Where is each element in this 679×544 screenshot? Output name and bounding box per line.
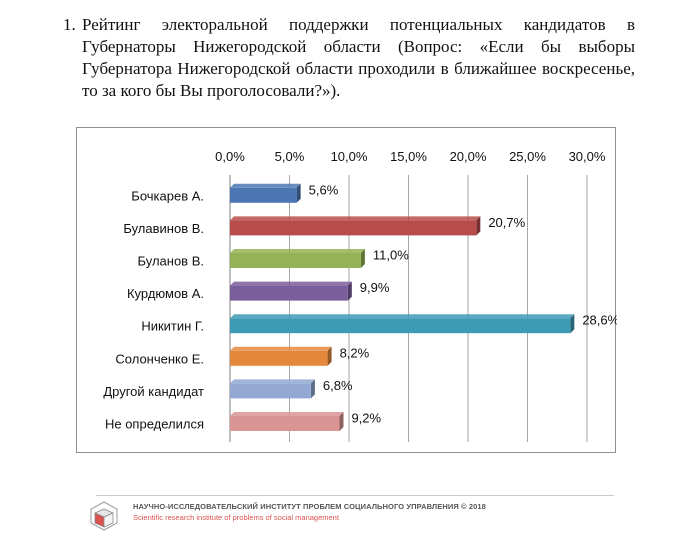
bar-side-face <box>296 183 301 203</box>
data-label: 9,2% <box>351 411 381 426</box>
x-tick-label: 0,0% <box>215 149 245 164</box>
bar-top-face <box>230 314 575 319</box>
category-label: Никитин Г. <box>141 319 204 334</box>
x-tick-label: 5,0% <box>275 149 305 164</box>
x-tick-label: 15,0% <box>390 149 427 164</box>
bar-side-face <box>570 314 575 334</box>
footer-org-ru: НАУЧНО-ИССЛЕДОВАТЕЛЬСКИЙ ИНСТИТУТ ПРОБЛЕ… <box>133 502 486 511</box>
data-label: 28,6% <box>582 313 617 328</box>
category-label: Бочкарев А. <box>131 188 204 203</box>
bar-chart: 0,0% 5,0% 10,0% 15,0% 20,0% 25,0% 30,0% Бочкар… <box>103 149 617 442</box>
data-labels: 5,6% 20,7% 11,0% 9,9% 28,6% 8,2% 6,8% 9,2% <box>309 182 617 425</box>
data-label: 20,7% <box>488 215 525 230</box>
category-label: Булавинов В. <box>123 221 204 236</box>
bar-top-face <box>230 412 344 416</box>
bar-top-face <box>230 379 315 384</box>
category-label: Не определился <box>105 417 204 432</box>
bar <box>230 318 571 334</box>
bar-top-face <box>230 183 301 188</box>
footer-org-en: Scientific research institute of problem… <box>133 513 339 522</box>
footer-divider <box>96 495 614 496</box>
category-label: Курдюмов А. <box>127 286 204 301</box>
grid-layer <box>229 175 588 442</box>
heading-number: 1. <box>63 15 76 34</box>
x-tick-label: 10,0% <box>331 149 368 164</box>
x-tick-label: 20,0% <box>450 149 487 164</box>
bar <box>230 416 340 431</box>
bar-top-face <box>230 249 365 253</box>
institute-logo-icon <box>90 501 118 531</box>
data-label: 11,0% <box>373 248 409 263</box>
bar-side-face <box>360 249 365 268</box>
data-label: 9,9% <box>360 280 390 295</box>
bar <box>230 220 477 236</box>
bar-side-face <box>327 346 332 366</box>
data-label: 8,2% <box>340 345 370 360</box>
category-label: Буланов В. <box>138 254 205 269</box>
bar <box>230 187 297 203</box>
data-label: 5,6% <box>309 182 339 197</box>
bar-top-face <box>230 281 352 286</box>
bar-top-face <box>230 346 332 351</box>
category-label: Другой кандидат <box>103 384 204 399</box>
bar-side-face <box>339 412 344 431</box>
category-labels: Бочкарев А. Булавинов В. Буланов В. Курдюмо… <box>103 188 204 431</box>
bar-side-face <box>347 281 352 301</box>
x-tick-labels: 0,0% 5,0% 10,0% 15,0% 20,0% 25,0% 30,0% <box>215 149 606 164</box>
x-tick-label: 25,0% <box>509 149 546 164</box>
bars <box>230 183 575 431</box>
bar-side-face <box>476 216 481 236</box>
heading: 1. Рейтинг электоральной поддержки потен… <box>57 14 635 102</box>
bar-top-face <box>230 216 481 221</box>
heading-text: Рейтинг электоральной поддержки потенциа… <box>82 15 635 100</box>
x-tick-label: 30,0% <box>569 149 606 164</box>
chart-frame: 0,0% 5,0% 10,0% 15,0% 20,0% 25,0% 30,0% Бочкар… <box>76 127 617 453</box>
bar <box>230 253 361 268</box>
category-label: Солонченко Е. <box>115 351 204 366</box>
data-label: 6,8% <box>323 378 353 393</box>
bar <box>230 383 311 399</box>
bar <box>230 285 348 301</box>
bar <box>230 350 328 366</box>
bar-side-face <box>310 379 315 399</box>
